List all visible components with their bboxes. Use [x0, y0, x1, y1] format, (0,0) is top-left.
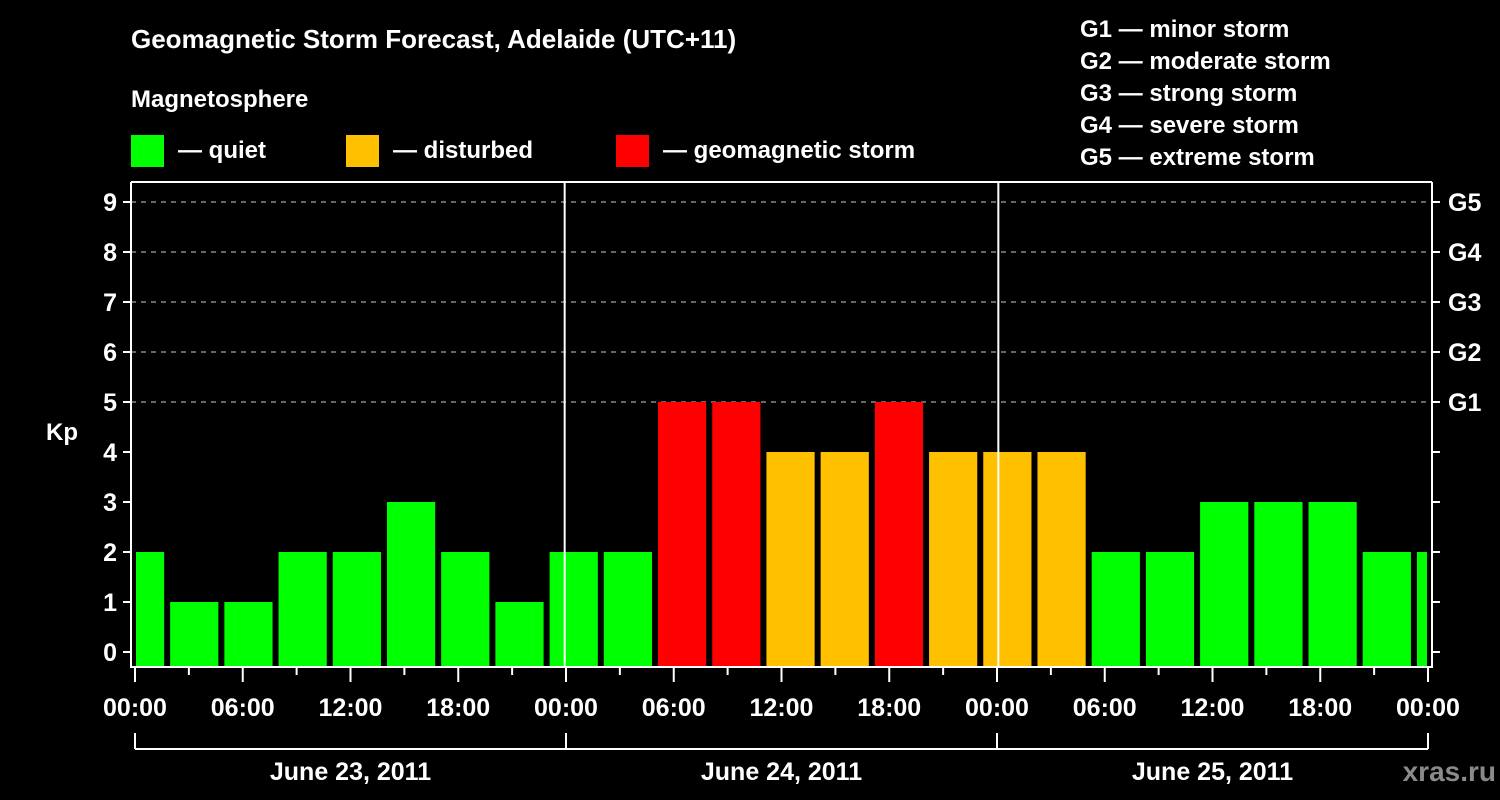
- y-tick-label: 3: [103, 489, 117, 517]
- storm-scale-g3: G3 — strong storm: [1080, 80, 1298, 107]
- y-tick-label: 8: [103, 239, 117, 267]
- kp-bar: [929, 452, 978, 667]
- watermark: xras.ru: [1402, 756, 1496, 787]
- legend-quiet-label: — quiet: [178, 137, 266, 164]
- kp-bar: [278, 552, 327, 667]
- axes: 0 1 2 3 4 5 6 7 8 9 G1 G2 G3 G4 G5 00:00 06:00 12:00 18:00…: [103, 181, 1481, 786]
- kp-bar: [766, 452, 815, 667]
- storm-scale-g2: G2 — moderate storm: [1080, 48, 1331, 75]
- kp-bar: [170, 602, 219, 667]
- kp-bar: [332, 552, 381, 667]
- gridlines: [131, 201, 1432, 403]
- kp-bar: [1254, 502, 1303, 667]
- x-tick-label: 12:00: [750, 694, 814, 722]
- date-label: June 25, 2011: [1132, 758, 1293, 786]
- x-tick-label: 18:00: [1288, 694, 1352, 722]
- g-scale-label: G1: [1448, 389, 1481, 417]
- x-tick-label: 00:00: [103, 694, 167, 722]
- x-tick-label: 18:00: [857, 694, 921, 722]
- kp-bar: [874, 402, 924, 667]
- x-tick-label: 06:00: [1073, 694, 1137, 722]
- legend-quiet: — quiet: [131, 134, 266, 168]
- kp-bar: [136, 552, 165, 667]
- x-tick-label: 18:00: [426, 694, 490, 722]
- quiet-swatch-icon: [131, 135, 164, 167]
- y-tick-label: 2: [103, 539, 117, 567]
- magnetosphere-label: Magnetosphere: [131, 86, 309, 113]
- kp-bar: [224, 602, 273, 667]
- date-label: June 23, 2011: [270, 758, 431, 786]
- storm-scale-g4: G4 — severe storm: [1080, 112, 1299, 139]
- kp-bar: [712, 402, 761, 667]
- y-tick-label: 6: [103, 339, 117, 367]
- g-scale-label: G5: [1448, 189, 1481, 217]
- y-axis-label: Kp: [46, 419, 78, 446]
- y-tick-label: 9: [103, 189, 117, 217]
- kp-bar: [1091, 552, 1140, 667]
- storm-scale-g5: G5 — extreme storm: [1080, 144, 1315, 171]
- kp-bar: [603, 552, 653, 667]
- y-tick-label: 0: [103, 639, 117, 667]
- y-tick-label: 7: [103, 289, 117, 317]
- kp-bars: [136, 402, 1427, 667]
- storm-scale-legend: G1 — minor storm G2 — moderate storm G3 …: [1080, 14, 1331, 174]
- kp-bar: [549, 552, 598, 667]
- x-tick-label: 00:00: [1396, 694, 1460, 722]
- x-tick-label: 06:00: [211, 694, 275, 722]
- x-tick-label: 06:00: [642, 694, 706, 722]
- legend-storm: — geomagnetic storm: [616, 134, 915, 168]
- y-tick-label: 5: [103, 389, 117, 417]
- x-tick-label: 00:00: [534, 694, 598, 722]
- kp-bar: [441, 552, 490, 667]
- legend-disturbed: — disturbed: [346, 134, 533, 168]
- kp-bar: [983, 452, 1032, 667]
- g-scale-label: G4: [1448, 239, 1481, 267]
- kp-bar: [1416, 552, 1427, 667]
- legend-storm-label: — geomagnetic storm: [663, 137, 916, 164]
- x-tick-label: 12:00: [319, 694, 383, 722]
- g-scale-label: G2: [1448, 339, 1481, 367]
- g-scale-label: G3: [1448, 289, 1481, 317]
- kp-bar: [1037, 452, 1086, 667]
- kp-bar: [1200, 502, 1249, 667]
- y-tick-label: 4: [103, 439, 117, 467]
- x-tick-label: 12:00: [1181, 694, 1245, 722]
- legend-disturbed-label: — disturbed: [393, 137, 534, 164]
- x-tick-label: 00:00: [965, 694, 1029, 722]
- kp-bar: [1145, 552, 1195, 667]
- kp-bar: [1362, 552, 1411, 667]
- kp-bar: [658, 402, 707, 667]
- chart-title: Geomagnetic Storm Forecast, Adelaide (UT…: [131, 24, 737, 54]
- storm-scale-g1: G1 — minor storm: [1080, 16, 1290, 43]
- storm-swatch-icon: [616, 135, 649, 167]
- kp-bar: [1308, 502, 1357, 667]
- kp-bar: [386, 502, 436, 667]
- kp-bar: [495, 602, 544, 667]
- disturbed-swatch-icon: [346, 135, 379, 167]
- date-label: June 24, 2011: [701, 758, 862, 786]
- y-tick-label: 1: [103, 589, 117, 617]
- kp-bar: [820, 452, 869, 667]
